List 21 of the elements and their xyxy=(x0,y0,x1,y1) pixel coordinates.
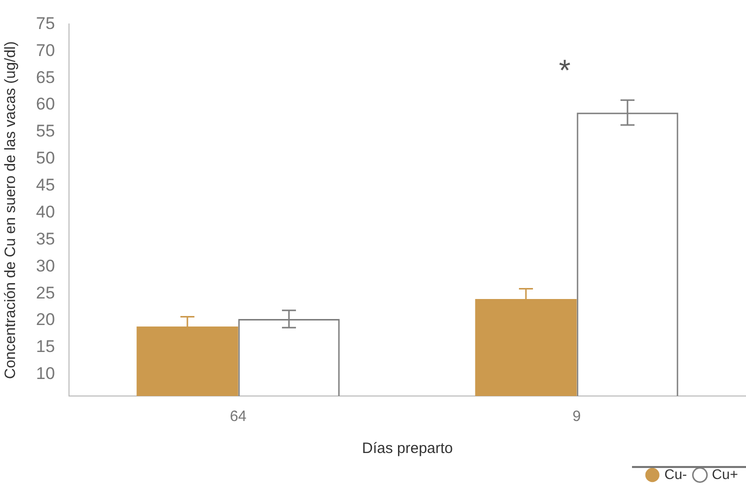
y-tick-label: 45 xyxy=(36,176,55,195)
x-axis-title: Días preparto xyxy=(362,440,453,458)
y-tick-label: 20 xyxy=(36,310,55,330)
y-tick-label: 65 xyxy=(36,68,55,87)
y-tick-label: 75 xyxy=(36,14,55,33)
x-tick-label: 64 xyxy=(230,408,247,426)
x-tick-label: 9 xyxy=(572,408,581,426)
y-tick-label: 15 xyxy=(36,337,55,356)
y-tick-label: 25 xyxy=(36,283,55,302)
y-tick-label: 55 xyxy=(36,122,55,141)
annotation: * xyxy=(558,54,571,88)
y-tick-label: 35 xyxy=(36,229,55,248)
legend-label: Cu- xyxy=(664,466,688,482)
y-tick-label: 40 xyxy=(36,202,55,222)
y-tick-label: 70 xyxy=(36,40,55,60)
legend-label: Cu+ xyxy=(712,466,738,482)
y-tick-label: 10 xyxy=(36,364,55,384)
y-tick-label: 60 xyxy=(36,94,55,114)
y-axis-title: Concentración de Cu en suero de las vacas (ug/dl) xyxy=(2,41,20,379)
y-tick-label: 30 xyxy=(36,256,55,276)
y-tick-label: 50 xyxy=(36,148,55,168)
